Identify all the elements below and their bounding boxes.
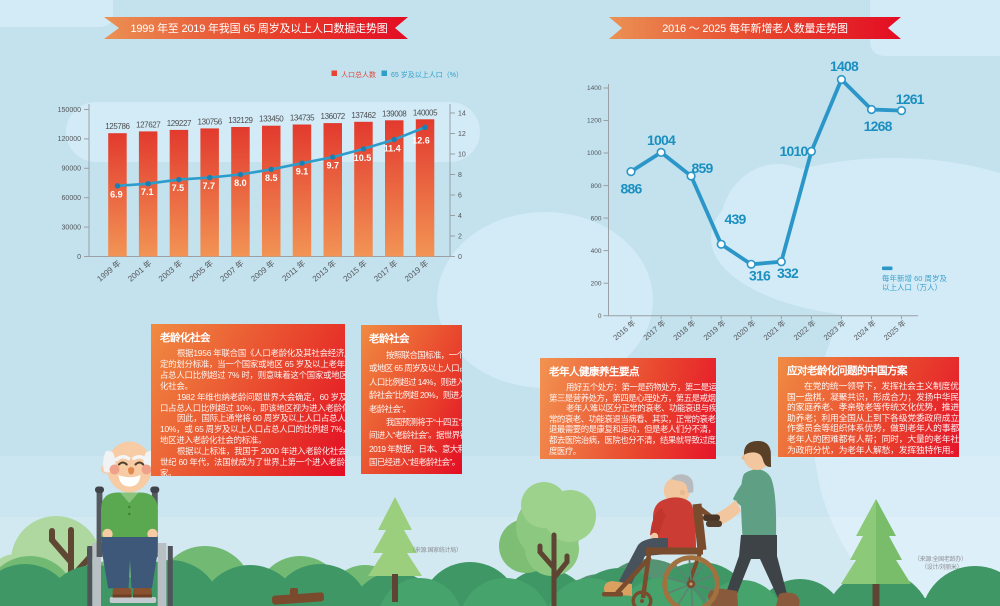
svg-text:12: 12 xyxy=(458,131,466,138)
svg-text:332: 332 xyxy=(777,265,799,281)
svg-text:2019 年: 2019 年 xyxy=(402,258,430,284)
svg-text:130756: 130756 xyxy=(198,117,223,126)
svg-text:7.7: 7.7 xyxy=(202,181,215,191)
svg-text:2016 ～ 2025 每年新增老人数量走势图: 2016 ～ 2025 每年新增老人数量走势图 xyxy=(662,21,848,35)
svg-text:7.1: 7.1 xyxy=(141,187,154,197)
svg-text:1999 年: 1999 年 xyxy=(95,258,123,284)
svg-text:600: 600 xyxy=(591,215,602,222)
svg-text:65 岁及以上人口（%）: 65 岁及以上人口（%） xyxy=(391,70,463,79)
svg-text:8.0: 8.0 xyxy=(234,178,247,188)
svg-text:2018 年: 2018 年 xyxy=(671,317,698,342)
svg-text:1000: 1000 xyxy=(587,150,602,157)
svg-text:129227: 129227 xyxy=(167,119,192,128)
svg-text:120000: 120000 xyxy=(58,136,81,143)
svg-text:150000: 150000 xyxy=(58,107,81,114)
svg-text:132129: 132129 xyxy=(228,116,253,125)
svg-text:800: 800 xyxy=(591,183,602,190)
svg-text:9.1: 9.1 xyxy=(296,167,309,177)
svg-text:每年新增 60 周岁及: 每年新增 60 周岁及 xyxy=(882,273,948,283)
svg-text:127627: 127627 xyxy=(136,120,161,129)
svg-text:2015 年: 2015 年 xyxy=(341,258,369,284)
svg-text:2: 2 xyxy=(458,233,462,240)
svg-text:137462: 137462 xyxy=(351,111,376,120)
svg-text:1010: 1010 xyxy=(780,143,809,159)
svg-text:1261: 1261 xyxy=(896,91,925,107)
svg-text:133450: 133450 xyxy=(259,115,284,124)
svg-text:886: 886 xyxy=(621,181,643,197)
svg-text:439: 439 xyxy=(725,211,747,227)
svg-text:8.5: 8.5 xyxy=(265,173,278,183)
svg-text:136072: 136072 xyxy=(321,112,346,121)
svg-text:12.6: 12.6 xyxy=(412,135,430,145)
svg-text:30000: 30000 xyxy=(62,224,82,231)
svg-text:2021 年: 2021 年 xyxy=(761,317,788,342)
svg-text:2017 年: 2017 年 xyxy=(372,258,400,284)
svg-text:2020 年: 2020 年 xyxy=(731,317,758,342)
svg-text:90000: 90000 xyxy=(62,166,82,173)
svg-text:2003 年: 2003 年 xyxy=(156,258,184,284)
svg-text:6: 6 xyxy=(458,192,462,199)
svg-text:2007 年: 2007 年 xyxy=(218,258,246,284)
svg-text:2022 年: 2022 年 xyxy=(791,317,818,342)
svg-text:859: 859 xyxy=(692,160,714,176)
svg-text:125786: 125786 xyxy=(105,122,130,131)
svg-text:316: 316 xyxy=(749,268,771,284)
svg-text:1400: 1400 xyxy=(587,85,602,92)
svg-text:9.7: 9.7 xyxy=(326,161,339,171)
svg-text:2013 年: 2013 年 xyxy=(310,258,338,284)
svg-text:4: 4 xyxy=(458,213,462,220)
svg-text:14: 14 xyxy=(458,110,466,117)
svg-text:1999 年至 2019 年我国 65 周岁及以上人口数据走: 1999 年至 2019 年我国 65 周岁及以上人口数据走势图 xyxy=(130,21,387,35)
svg-text:人口总人数: 人口总人数 xyxy=(341,70,376,79)
svg-text:7.5: 7.5 xyxy=(172,183,185,193)
svg-text:以上人口（万人）: 以上人口（万人） xyxy=(882,283,942,292)
svg-text:60000: 60000 xyxy=(62,195,82,202)
svg-text:140005: 140005 xyxy=(413,108,438,117)
svg-text:400: 400 xyxy=(591,248,602,255)
svg-text:139008: 139008 xyxy=(382,109,407,118)
svg-text:2011 年: 2011 年 xyxy=(280,258,307,283)
svg-text:11.4: 11.4 xyxy=(384,144,401,154)
svg-text:10.5: 10.5 xyxy=(354,153,372,163)
svg-text:2009 年: 2009 年 xyxy=(249,258,277,284)
svg-text:0: 0 xyxy=(77,254,81,261)
svg-text:2019 年: 2019 年 xyxy=(701,317,728,342)
svg-text:200: 200 xyxy=(591,280,602,287)
svg-text:1004: 1004 xyxy=(647,132,676,148)
svg-text:134735: 134735 xyxy=(290,114,315,123)
svg-text:1408: 1408 xyxy=(830,58,859,74)
svg-text:1200: 1200 xyxy=(587,118,602,125)
svg-text:0: 0 xyxy=(598,313,602,320)
svg-text:8: 8 xyxy=(458,172,462,179)
svg-text:6.9: 6.9 xyxy=(110,189,123,199)
svg-text:2001 年: 2001 年 xyxy=(126,258,154,284)
svg-text:0: 0 xyxy=(458,254,462,261)
svg-text:10: 10 xyxy=(458,151,466,158)
svg-text:1268: 1268 xyxy=(864,118,893,134)
svg-text:2005 年: 2005 年 xyxy=(187,258,215,284)
